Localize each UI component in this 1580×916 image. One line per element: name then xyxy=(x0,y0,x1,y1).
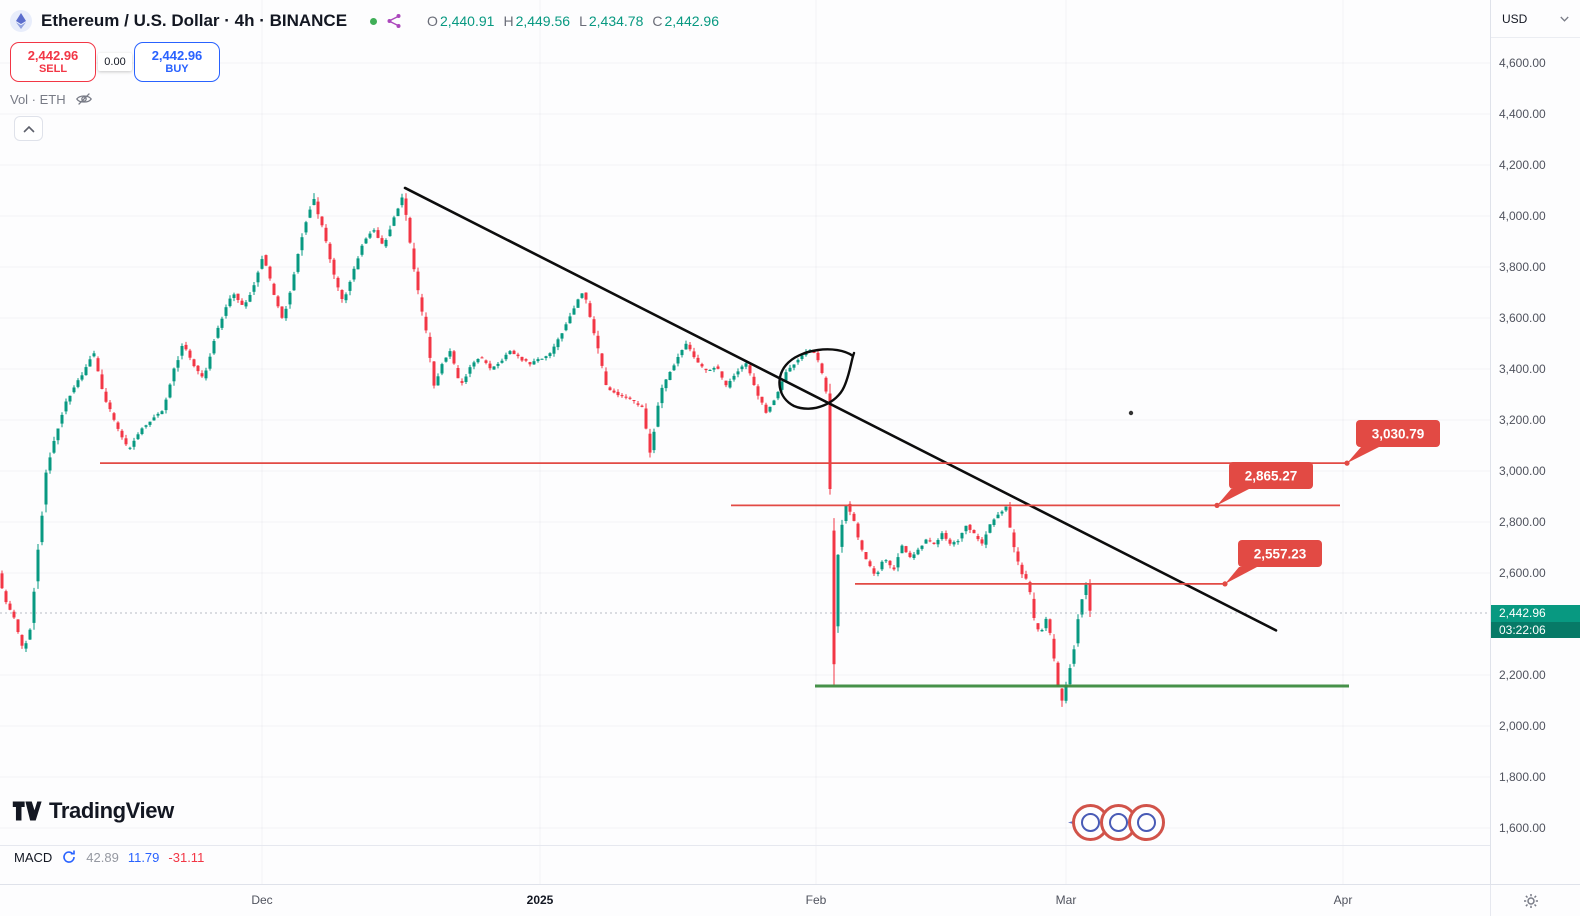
eye-off-icon[interactable] xyxy=(75,91,93,107)
macd-histogram-value: 42.89 xyxy=(86,849,119,865)
sell-label: SELL xyxy=(38,63,68,75)
watermark-badge xyxy=(1128,804,1165,841)
time-axis-label: Feb xyxy=(805,893,827,907)
countdown-timer: 03:22:06 xyxy=(1491,621,1580,638)
buy-price: 2,442.96 xyxy=(151,48,203,63)
price-axis-label: 2,200.00 xyxy=(1499,668,1546,682)
share-icon[interactable] xyxy=(386,13,402,29)
low-label: L xyxy=(579,13,587,29)
collapse-chevron-button[interactable] xyxy=(14,116,43,141)
chart-pane[interactable]: 3,030.79 2,865.27 2,557.23 xyxy=(0,0,1490,884)
price-level-badge xyxy=(1356,420,1440,447)
price-level[interactable]: 2,865.27 xyxy=(731,462,1340,508)
spread-value: 0.00 xyxy=(98,53,132,71)
volume-label[interactable]: Vol · ETH xyxy=(10,91,66,107)
close-label: C xyxy=(652,13,663,29)
pane-separator[interactable] xyxy=(0,845,1580,846)
price-axis-label: 4,200.00 xyxy=(1499,158,1546,172)
ohlc-readout: O 2,440.91 H 2,449.56 L 2,434.78 C 2,442.96 xyxy=(427,13,719,29)
refresh-icon[interactable] xyxy=(61,849,77,865)
close-value: 2,442.96 xyxy=(664,13,719,29)
price-level-badge xyxy=(1238,540,1322,567)
open-label: O xyxy=(427,13,438,29)
trendline[interactable] xyxy=(403,186,1278,632)
market-status-dot xyxy=(370,17,378,25)
watermark-logo xyxy=(1068,804,1165,841)
high-value: 2,449.56 xyxy=(515,13,571,29)
symbol-title[interactable]: Ethereum / U.S. Dollar · 4h · BINANCE xyxy=(41,11,348,30)
time-axis-label: 2025 xyxy=(526,893,554,907)
price-axis-label: 3,600.00 xyxy=(1499,311,1546,325)
price-level-label: 3,030.79 xyxy=(1372,427,1425,442)
price-level-label: 2,557.23 xyxy=(1254,547,1307,562)
chevron-up-icon xyxy=(23,125,35,133)
price-axis-label: 4,600.00 xyxy=(1499,56,1546,70)
tradingview-logo[interactable]: TradingView xyxy=(12,798,174,824)
price-axis-label: 3,400.00 xyxy=(1499,362,1546,376)
buy-label: BUY xyxy=(165,63,189,75)
price-axis-label: 1,600.00 xyxy=(1499,821,1546,835)
price-axis-label: 2,000.00 xyxy=(1499,719,1546,733)
time-axis-label: Apr xyxy=(1333,893,1353,907)
eth-logo-icon xyxy=(10,10,32,32)
current-price-label: 2,442.96 03:22:06 xyxy=(1491,604,1580,638)
tradingview-wordmark: TradingView xyxy=(49,798,174,823)
price-axis[interactable]: USD 4,600.00 4,400.00 4,200.00 4,000.00 3,80… xyxy=(1490,0,1580,884)
grid xyxy=(0,0,1490,884)
price-level[interactable]: 3,030.79 xyxy=(100,420,1440,466)
low-value: 2,434.78 xyxy=(588,13,644,29)
caret-down-icon xyxy=(1560,16,1569,22)
price-axis-label: 3,800.00 xyxy=(1499,260,1546,274)
volume-legend: Vol · ETH xyxy=(10,91,93,107)
annotation-dot xyxy=(1128,410,1134,416)
currency-dropdown[interactable]: USD xyxy=(1491,0,1580,38)
circle-annotation[interactable] xyxy=(778,348,856,410)
currency-label: USD xyxy=(1502,11,1528,26)
price-axis-label: 1,800.00 xyxy=(1499,770,1546,784)
settings-gear-button[interactable] xyxy=(1521,891,1541,911)
price-level[interactable]: 2,557.23 xyxy=(855,540,1322,587)
buy-button[interactable]: 2,442.96 BUY xyxy=(134,42,220,82)
price-axis-label: 2,600.00 xyxy=(1499,566,1546,580)
trade-widget: 2,442.96 SELL 0.00 2,442.96 BUY xyxy=(10,42,220,82)
price-axis-label: 4,000.00 xyxy=(1499,209,1546,223)
current-price-value: 2,442.96 xyxy=(1491,604,1580,622)
chart-canvas[interactable]: 3,030.79 2,865.27 2,557.23 xyxy=(0,0,1490,884)
open-value: 2,440.91 xyxy=(439,13,495,29)
price-level-badge xyxy=(1229,462,1313,489)
price-level-label: 2,865.27 xyxy=(1245,469,1298,484)
candlestick-series[interactable] xyxy=(0,193,1092,707)
macd-label[interactable]: MACD xyxy=(14,849,53,865)
macd-line-value: 11.79 xyxy=(127,849,160,865)
high-label: H xyxy=(503,13,514,29)
time-axis-label: Mar xyxy=(1055,893,1077,907)
sell-button[interactable]: 2,442.96 SELL xyxy=(10,42,96,82)
macd-signal-value: -31.11 xyxy=(168,849,205,865)
time-axis-label: Dec xyxy=(251,893,273,907)
tradingview-mark-icon xyxy=(12,798,42,824)
price-axis-label: 3,200.00 xyxy=(1499,413,1546,427)
gear-icon xyxy=(1523,893,1539,909)
price-axis-label: 4,400.00 xyxy=(1499,107,1546,121)
price-axis-label: 3,000.00 xyxy=(1499,464,1546,478)
time-axis[interactable]: Dec 2025 Feb Mar Apr xyxy=(0,884,1580,916)
sell-price: 2,442.96 xyxy=(27,48,79,63)
macd-legend: MACD 42.89 11.79 -31.11 xyxy=(14,849,204,865)
price-axis-label: 2,800.00 xyxy=(1499,515,1546,529)
